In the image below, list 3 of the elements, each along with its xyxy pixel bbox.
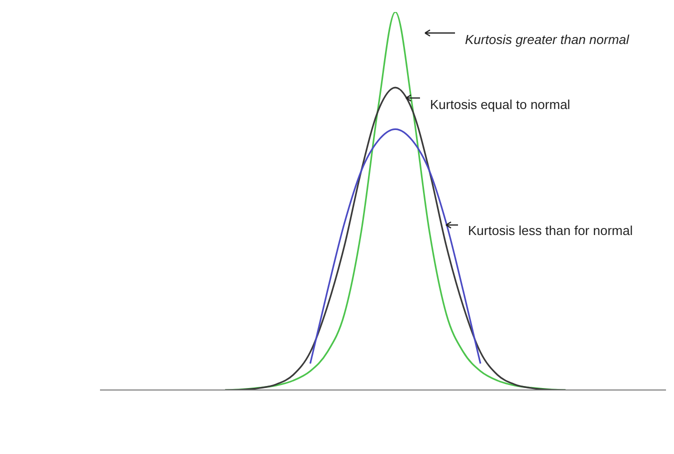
annotation: Kurtosis equal to normal: [430, 97, 570, 112]
annotation: Kurtosis greater than normal: [465, 32, 630, 47]
annotation: Kurtosis less than for normal: [468, 223, 633, 238]
